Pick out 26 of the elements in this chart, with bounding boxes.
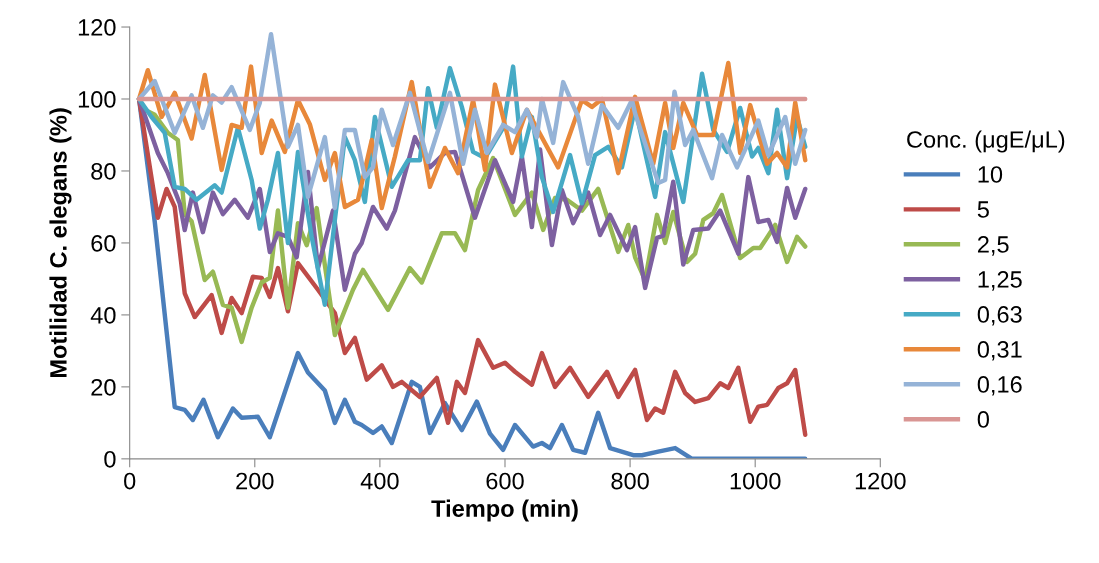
legend-label: 0,16 — [977, 376, 1022, 396]
x-tick-label: 0 — [124, 472, 136, 490]
y-tick-label: 80 — [91, 163, 116, 180]
legend-label: 5 — [977, 201, 989, 218]
x-tick-label: 1000 — [730, 472, 781, 490]
y-tick-label: 20 — [91, 378, 116, 396]
legend-label: 2,5 — [977, 236, 1009, 256]
y-tick-label: 100 — [78, 91, 116, 108]
y-axis-title: Motilidad C. elegans (%) — [49, 108, 72, 378]
y-tick-label: 60 — [91, 235, 116, 252]
x-axis-title: Tiempo (min) — [431, 499, 578, 522]
x-tick-label: 200 — [236, 472, 274, 490]
legend-label: 1,25 — [978, 271, 1022, 291]
legend-title: Conc. (μgE/μL) — [907, 130, 1065, 153]
legend-label: 10 — [978, 166, 1003, 183]
legend-label: 0,63 — [977, 306, 1022, 326]
legend-label: 0 — [977, 411, 989, 428]
y-tick-label: 40 — [90, 306, 116, 324]
x-tick-label: 400 — [360, 472, 399, 490]
x-tick-label: 800 — [611, 472, 649, 490]
x-tick-label: 600 — [486, 472, 524, 490]
y-tick-label: 120 — [78, 19, 116, 36]
y-tick-label: 0 — [104, 450, 116, 468]
line-series — [136, 32, 808, 211]
legend-label: 0,31 — [977, 341, 1022, 361]
x-tick-label: 1200 — [855, 472, 906, 490]
